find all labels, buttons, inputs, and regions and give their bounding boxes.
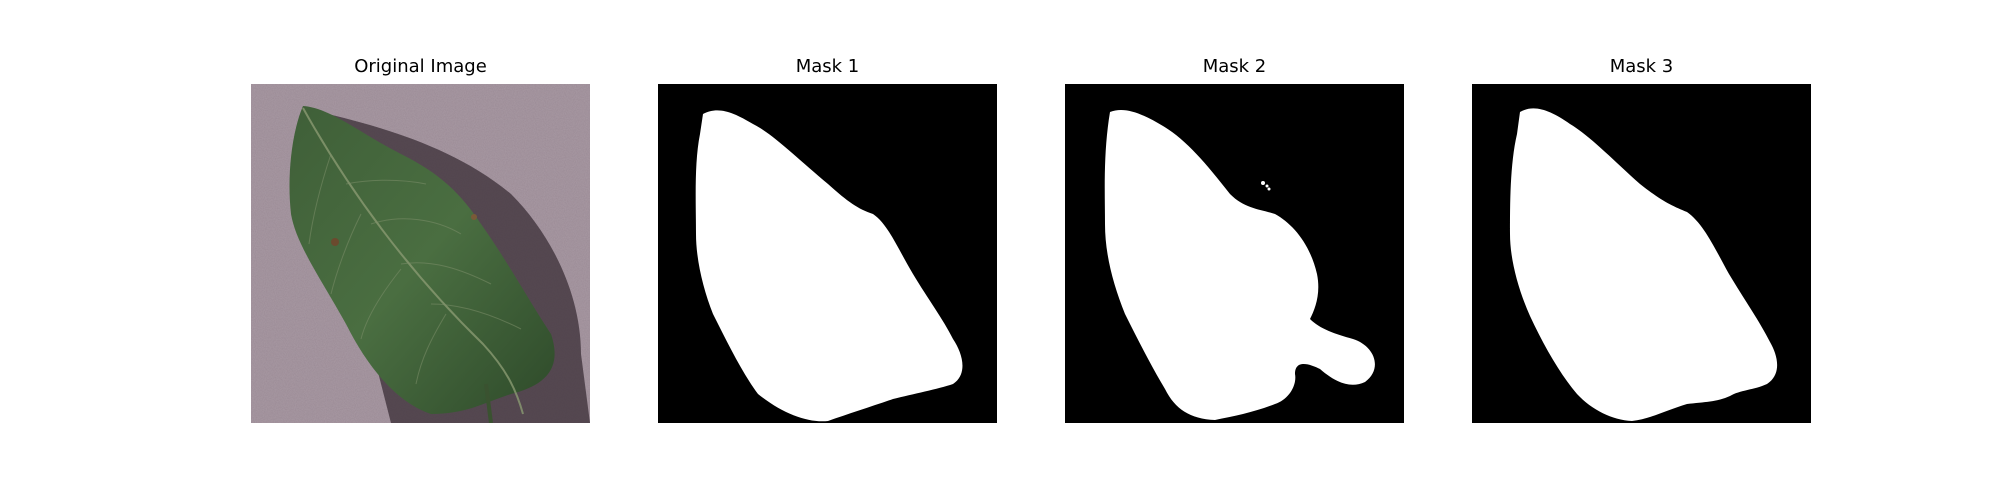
mask-1-image xyxy=(658,84,997,423)
panel-title: Mask 2 xyxy=(1065,56,1404,78)
mask-1-svg xyxy=(658,84,997,423)
panel-title: Mask 3 xyxy=(1472,56,1811,78)
mask-speck xyxy=(1268,188,1271,191)
panel-title: Mask 1 xyxy=(658,56,997,78)
mask-3-image xyxy=(1472,84,1811,423)
leaf-spot xyxy=(471,214,477,220)
mask-2-svg xyxy=(1065,84,1404,423)
leaf-photo-svg xyxy=(251,84,590,423)
panel-title: Original Image xyxy=(251,56,590,78)
original-leaf-photo xyxy=(251,84,590,423)
leaf-spot xyxy=(331,238,339,246)
mask-speck xyxy=(1262,335,1266,339)
mask-speck xyxy=(1261,181,1265,185)
mask-3-svg xyxy=(1472,84,1811,423)
mask-2-image xyxy=(1065,84,1404,423)
mask-speck xyxy=(1266,185,1269,188)
